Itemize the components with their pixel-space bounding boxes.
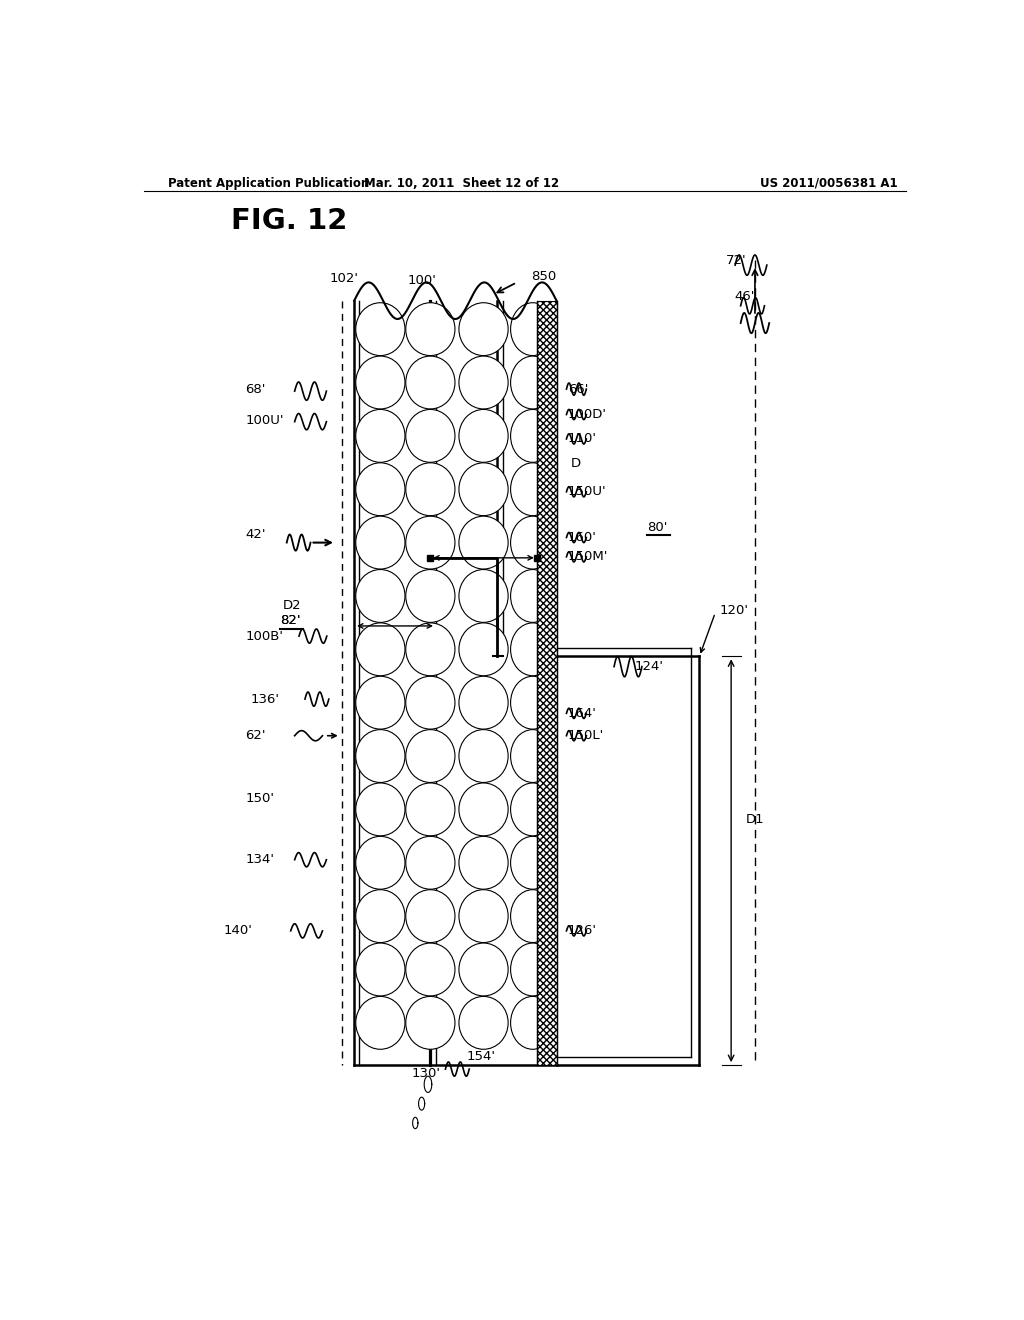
Text: D2: D2 [283,599,301,612]
Ellipse shape [406,516,455,569]
Ellipse shape [511,623,555,676]
Ellipse shape [511,302,555,355]
Ellipse shape [511,569,555,623]
Text: 150M': 150M' [567,550,608,564]
Text: 102': 102' [330,272,358,285]
Ellipse shape [511,676,555,729]
Text: Patent Application Publication: Patent Application Publication [168,177,369,190]
Text: 46': 46' [734,290,755,304]
Ellipse shape [459,356,508,409]
Ellipse shape [511,997,555,1049]
Ellipse shape [355,676,404,729]
Ellipse shape [406,942,455,995]
Text: 136': 136' [251,693,280,706]
Text: 82': 82' [281,614,301,627]
Text: 72': 72' [726,253,746,267]
Ellipse shape [459,730,508,783]
Ellipse shape [355,783,404,836]
Bar [537,301,557,1065]
Ellipse shape [459,837,508,890]
Ellipse shape [459,409,508,462]
Text: 126': 126' [567,924,597,937]
Ellipse shape [406,569,455,623]
Text: 154': 154' [467,1051,496,1064]
Ellipse shape [355,409,404,462]
Ellipse shape [511,463,555,516]
Ellipse shape [459,997,508,1049]
Ellipse shape [406,730,455,783]
Text: 120': 120' [719,605,749,618]
Text: 100U': 100U' [246,414,284,428]
Text: 850: 850 [531,269,556,282]
Ellipse shape [459,942,508,995]
Text: 66': 66' [567,383,588,396]
Text: 150L': 150L' [567,729,604,742]
Ellipse shape [406,409,455,462]
Ellipse shape [355,463,404,516]
Ellipse shape [511,942,555,995]
Text: 110': 110' [567,433,597,445]
Ellipse shape [355,890,404,942]
Ellipse shape [355,356,404,409]
Ellipse shape [511,516,555,569]
Text: 100': 100' [408,273,436,286]
Text: 62': 62' [246,729,266,742]
Text: 42': 42' [246,528,266,541]
Text: 134': 134' [246,853,274,866]
Text: 68': 68' [246,383,266,396]
Ellipse shape [459,890,508,942]
Text: FIG. 12: FIG. 12 [231,207,347,235]
Ellipse shape [355,837,404,890]
Ellipse shape [406,837,455,890]
Ellipse shape [406,623,455,676]
Ellipse shape [459,783,508,836]
Ellipse shape [459,302,508,355]
Ellipse shape [355,623,404,676]
Text: D1: D1 [745,813,764,825]
Ellipse shape [355,302,404,355]
Ellipse shape [459,463,508,516]
Ellipse shape [406,463,455,516]
Text: 100D': 100D' [567,408,606,421]
Ellipse shape [406,890,455,942]
Text: 82': 82' [281,614,301,627]
Ellipse shape [511,890,555,942]
Ellipse shape [355,942,404,995]
Text: D: D [570,457,581,470]
Ellipse shape [406,676,455,729]
Ellipse shape [511,837,555,890]
Ellipse shape [355,997,404,1049]
Text: 150': 150' [246,792,274,805]
Ellipse shape [511,783,555,836]
Text: 160': 160' [567,531,597,544]
Ellipse shape [355,730,404,783]
Text: 140': 140' [223,924,252,937]
Ellipse shape [511,730,555,783]
Text: US 2011/0056381 A1: US 2011/0056381 A1 [760,177,898,190]
Text: Mar. 10, 2011  Sheet 12 of 12: Mar. 10, 2011 Sheet 12 of 12 [364,177,559,190]
Ellipse shape [459,676,508,729]
Ellipse shape [355,569,404,623]
Ellipse shape [511,409,555,462]
Ellipse shape [406,997,455,1049]
Ellipse shape [459,623,508,676]
Ellipse shape [406,356,455,409]
Ellipse shape [459,569,508,623]
Text: 150U': 150U' [567,486,606,498]
Ellipse shape [355,516,404,569]
Ellipse shape [406,302,455,355]
Ellipse shape [511,356,555,409]
Text: 130': 130' [411,1067,440,1080]
Text: 100B': 100B' [246,630,284,643]
Ellipse shape [459,516,508,569]
Ellipse shape [406,783,455,836]
Text: 80': 80' [647,521,668,533]
Text: 164': 164' [567,706,597,719]
Text: 124': 124' [634,660,664,673]
